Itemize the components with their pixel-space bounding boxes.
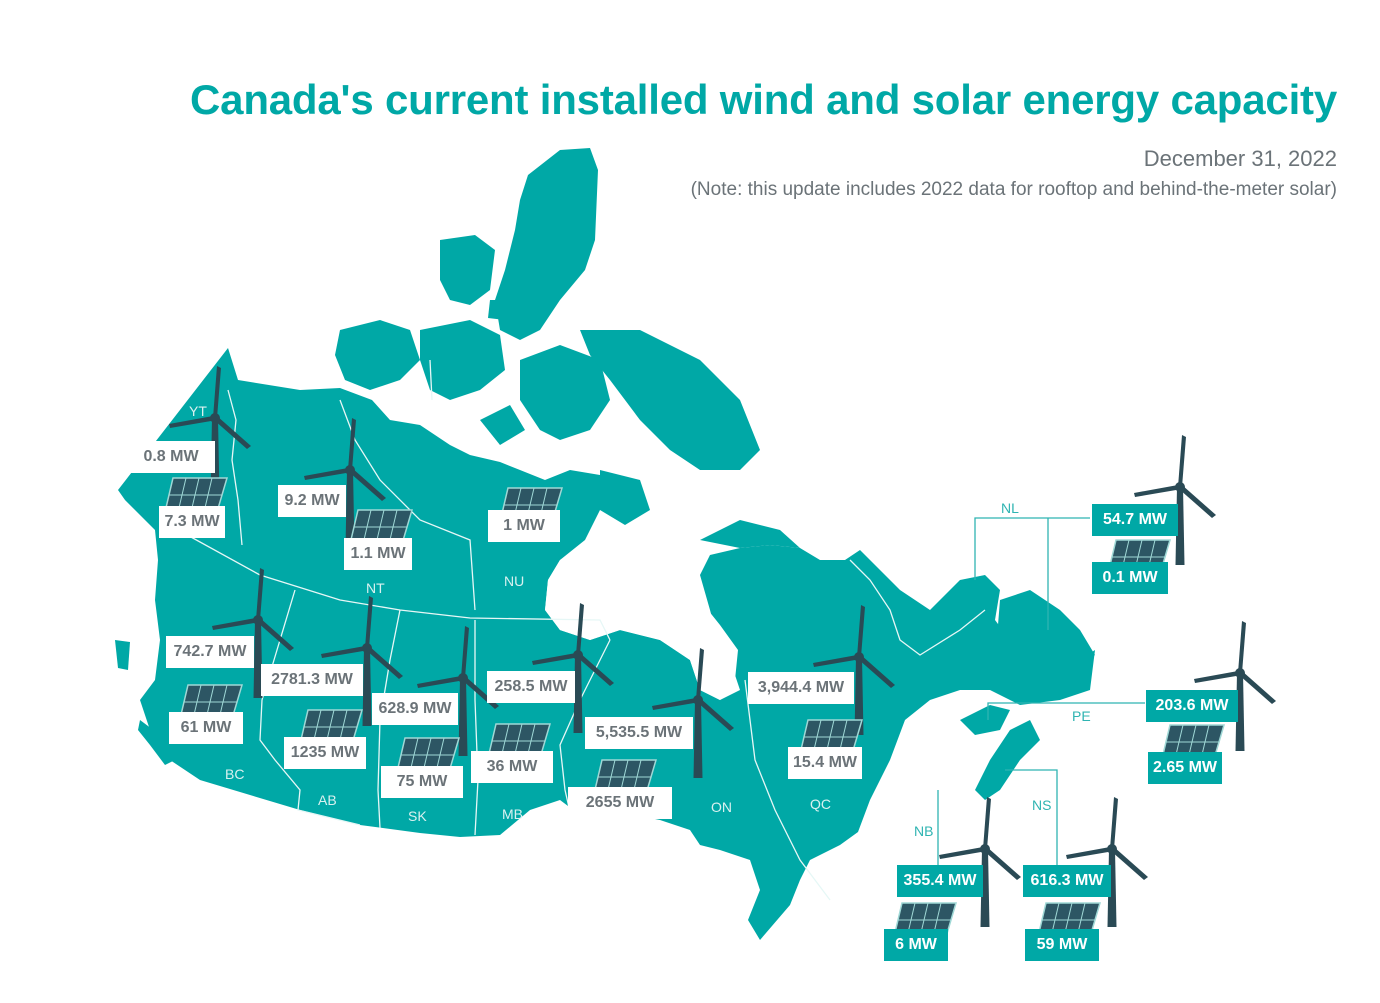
wind-label-ns: 616.3 MW <box>1023 865 1111 897</box>
note-text: (Note: this update includes 2022 data fo… <box>690 179 1337 200</box>
solar-label-nl: 0.1 MW <box>1092 562 1168 594</box>
province-code-mb: MB <box>502 806 523 822</box>
mainland-shape <box>118 348 1095 940</box>
wind-label-nb: 355.4 MW <box>897 865 983 897</box>
province-code-ns: NS <box>1032 797 1052 813</box>
province-code-qc: QC <box>810 796 831 812</box>
province-code-on: ON <box>711 799 732 815</box>
solar-label-sk: 75 MW <box>381 766 463 798</box>
solar-label-nu: 1 MW <box>488 510 560 542</box>
solar-label-on: 2655 MW <box>568 787 672 819</box>
solar-label-mb: 36 MW <box>471 751 553 783</box>
solar-label-ab: 1235 MW <box>284 737 366 769</box>
wind-label-ab: 2781.3 MW <box>261 664 363 696</box>
province-code-nl: NL <box>1001 500 1019 516</box>
province-code-bc: BC <box>225 766 245 782</box>
wind-label-on: 5,535.5 MW <box>585 717 693 749</box>
province-code-sk: SK <box>408 808 427 824</box>
page-title: Canada's current installed wind and sola… <box>190 76 1337 123</box>
province-code-ab: AB <box>318 792 337 808</box>
solar-label-bc: 61 MW <box>169 712 243 744</box>
solar-label-pe: 2.65 MW <box>1148 752 1222 784</box>
province-code-nb: NB <box>914 823 934 839</box>
solar-label-ns: 59 MW <box>1025 929 1099 961</box>
wind-label-qc: 3,944.4 MW <box>748 672 854 704</box>
province-code-yt: YT <box>189 403 207 419</box>
solar-label-nb: 6 MW <box>884 929 948 961</box>
province-code-nt: NT <box>366 580 385 596</box>
wind-label-pe: 203.6 MW <box>1146 690 1238 722</box>
solar-label-nt: 1.1 MW <box>344 538 412 570</box>
solar-label-qc: 15.4 MW <box>788 747 862 779</box>
wind-label-yt: 0.8 MW <box>127 441 215 473</box>
province-code-nu: NU <box>504 573 525 589</box>
wind-label-sk: 628.9 MW <box>372 693 458 725</box>
date-label: December 31, 2022 <box>1143 146 1337 171</box>
wind-label-bc: 742.7 MW <box>166 636 254 668</box>
wind-label-nt: 9.2 MW <box>278 485 346 517</box>
solar-label-yt: 7.3 MW <box>159 506 225 538</box>
wind-label-mb: 258.5 MW <box>487 671 575 703</box>
wind-label-nl: 54.7 MW <box>1092 504 1178 536</box>
province-code-pe: PE <box>1072 708 1091 724</box>
